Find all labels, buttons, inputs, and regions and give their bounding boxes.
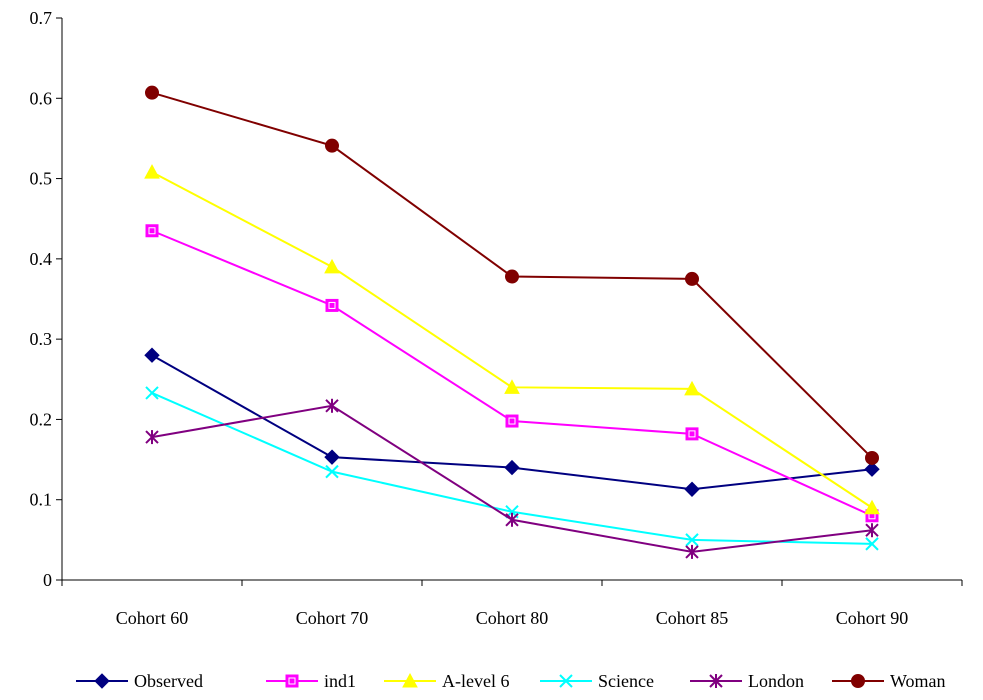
y-tick-label: 0.5	[30, 169, 53, 189]
data-point-woman	[865, 450, 879, 465]
legend-item-woman: Woman	[832, 671, 946, 691]
legend-item-a-level-6: A-level 6	[384, 671, 509, 691]
data-point-ind1	[325, 298, 339, 312]
data-point-woman	[685, 271, 699, 286]
legend-label: Woman	[890, 671, 946, 691]
data-point-a-level-6	[324, 258, 340, 274]
legend-label: Observed	[134, 671, 203, 691]
legend-marker	[851, 674, 865, 688]
data-point-observed	[864, 461, 880, 477]
data-point-science	[685, 533, 699, 547]
data-point-observed	[144, 347, 160, 363]
data-point-london	[505, 512, 519, 527]
legend-marker	[709, 674, 723, 688]
legend-marker	[285, 674, 299, 688]
legend-label: London	[748, 671, 804, 691]
data-point-ind1	[685, 427, 699, 441]
data-point-london	[685, 544, 699, 559]
data-point-ind1	[505, 414, 519, 428]
data-point-woman	[325, 138, 339, 153]
y-tick-label: 0.7	[30, 8, 53, 28]
data-point-a-level-6	[684, 380, 700, 396]
series-line-london	[151, 404, 873, 553]
data-point-observed	[504, 459, 520, 476]
data-point-london	[325, 398, 339, 413]
y-tick-label: 0	[43, 570, 52, 590]
legend-marker	[559, 674, 573, 688]
y-tick-label: 0.4	[30, 249, 53, 269]
y-tick-label: 0.6	[30, 88, 53, 108]
legend-item-observed: Observed	[76, 671, 203, 691]
legend-label: A-level 6	[442, 671, 509, 691]
data-point-london	[865, 523, 879, 538]
data-point-woman	[505, 269, 519, 284]
x-tick-label: Cohort 60	[116, 608, 189, 628]
legend-item-london: London	[690, 671, 804, 691]
y-tick-label: 0.2	[30, 409, 53, 429]
x-tick-label: Cohort 90	[836, 608, 909, 628]
x-tick-label: Cohort 80	[476, 608, 549, 628]
x-tick-label: Cohort 70	[296, 608, 369, 628]
data-point-london	[145, 430, 159, 445]
data-point-woman	[145, 85, 159, 100]
legend-marker	[94, 673, 110, 689]
data-point-observed	[324, 449, 340, 465]
legend-marker	[402, 672, 418, 688]
data-point-a-level-6	[864, 499, 880, 515]
data-point-ind1	[145, 224, 159, 238]
data-point-science	[865, 537, 879, 551]
legend-item-ind1: ind1	[266, 671, 356, 691]
data-point-a-level-6	[504, 379, 520, 394]
data-point-science	[325, 464, 339, 479]
series-line-a-level-6	[151, 171, 873, 509]
data-point-observed	[684, 481, 700, 497]
legend-label: Science	[598, 671, 654, 691]
y-tick-label: 0.3	[30, 329, 53, 349]
legend-item-science: Science	[540, 671, 654, 691]
legend-label: ind1	[324, 671, 356, 691]
y-tick-label: 0.1	[30, 490, 53, 510]
data-point-a-level-6	[144, 164, 160, 179]
x-tick-label: Cohort 85	[656, 608, 729, 628]
data-point-science	[145, 386, 159, 400]
